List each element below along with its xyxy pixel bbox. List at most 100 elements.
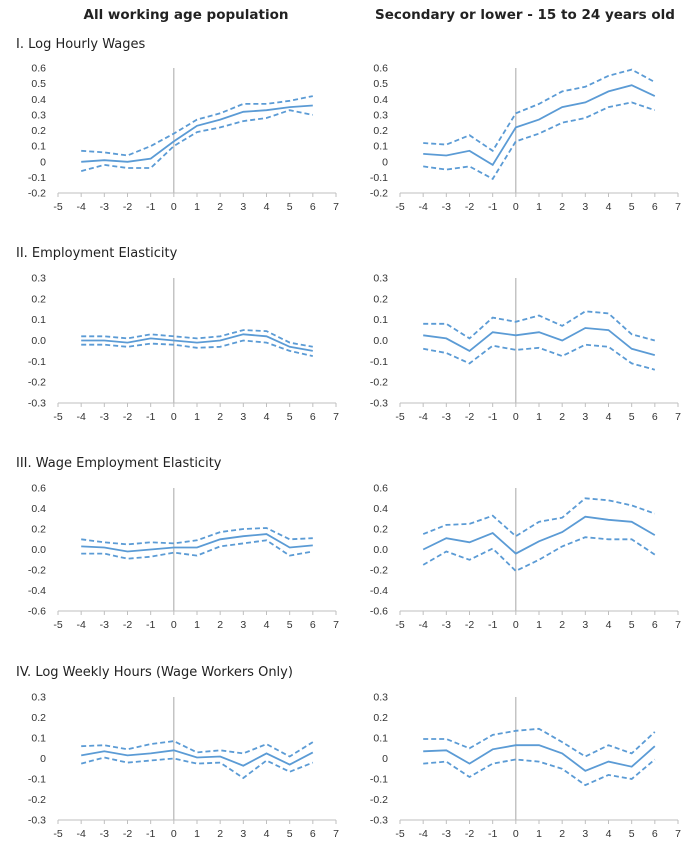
y-tick-label: 0 xyxy=(382,753,388,765)
x-tick-label: 7 xyxy=(333,411,339,423)
x-tick-label: 2 xyxy=(217,619,223,631)
y-tick-label: 0.5 xyxy=(373,78,388,90)
series-line-upper xyxy=(423,727,656,758)
x-tick-label: -4 xyxy=(76,619,85,631)
y-tick-label: 0.3 xyxy=(373,273,388,285)
y-tick-label: -0.3 xyxy=(370,815,388,827)
y-tick-label: 0.5 xyxy=(31,78,46,90)
x-tick-label: 6 xyxy=(652,411,658,423)
x-tick-label: 2 xyxy=(559,828,565,840)
series-line-lower xyxy=(423,101,656,181)
y-tick-label: 0.3 xyxy=(31,692,46,704)
y-tick-label: -0.4 xyxy=(370,585,388,597)
chart-panel-2-col-1: -0.3 -0.2 -0.1 0.0 0.1 0.2 0.3 -5 -4 -3 -2 -1 0 1 2 3 4 5… xyxy=(28,273,339,424)
x-tick-label: 3 xyxy=(582,411,588,423)
y-tick-label: 0.2 xyxy=(373,125,388,137)
x-tick-label: -2 xyxy=(465,201,474,213)
x-tick-label: 7 xyxy=(675,411,681,423)
x-tick-label: -2 xyxy=(465,411,474,423)
x-tick-label: -1 xyxy=(488,619,497,631)
y-tick-label: -0.2 xyxy=(28,565,46,577)
x-tick-label: -5 xyxy=(53,828,62,840)
x-tick-label: 4 xyxy=(264,201,270,213)
series-line-estimate xyxy=(81,533,313,553)
y-tick-label: 0.3 xyxy=(373,692,388,704)
x-tick-label: -5 xyxy=(53,201,62,213)
chart-panel-4-col-2: -0.3 -0.2 -0.1 0 0.1 0.2 0.3 -5 -4 -3 -2 -1 0 1 2 3 4 5 6 7 xyxy=(370,692,681,841)
y-tick-label: -0.1 xyxy=(28,774,46,786)
x-tick-label: -5 xyxy=(395,828,404,840)
x-tick-label: -5 xyxy=(395,411,404,423)
x-tick-label: 3 xyxy=(240,828,246,840)
y-tick-label: 0.1 xyxy=(373,314,388,326)
y-tick-label: 0.6 xyxy=(31,483,46,495)
x-tick-label: -3 xyxy=(100,201,109,213)
series-line-lower xyxy=(81,339,313,357)
x-tick-label: 2 xyxy=(217,201,223,213)
x-tick-label: 5 xyxy=(629,619,635,631)
y-tick-label: 0.3 xyxy=(373,109,388,121)
x-tick-label: 5 xyxy=(629,828,635,840)
x-tick-label: 5 xyxy=(287,619,293,631)
y-tick-label: 0.0 xyxy=(373,544,388,556)
x-tick-label: -4 xyxy=(76,201,85,213)
chart-panel-1-col-1: -0.2 -0.1 0 0.1 0.2 0.3 0.4 0.5 0.6 -5 -4 -3 -2 -1 0 1 2… xyxy=(28,63,339,214)
x-tick-label: -3 xyxy=(100,828,109,840)
x-tick-label: -1 xyxy=(146,619,155,631)
x-tick-label: -2 xyxy=(123,828,132,840)
y-tick-label: 0.6 xyxy=(373,483,388,495)
x-tick-label: 4 xyxy=(606,411,612,423)
x-tick-label: -1 xyxy=(488,828,497,840)
x-tick-label: 7 xyxy=(675,619,681,631)
x-tick-label: 4 xyxy=(606,201,612,213)
chart-panel-4-col-1: -0.3 -0.2 -0.1 0 0.1 0.2 0.3 -5 -4 -3 -2 -1 0 1 2 3 4 5 6 7 xyxy=(28,692,339,841)
y-tick-label: 0 xyxy=(382,156,388,168)
x-tick-label: 4 xyxy=(264,619,270,631)
y-tick-label: 0.4 xyxy=(373,94,388,106)
x-tick-label: 5 xyxy=(287,201,293,213)
series-line-lower xyxy=(423,758,656,787)
series-line-estimate xyxy=(81,333,313,352)
y-tick-label: -0.1 xyxy=(370,774,388,786)
panel-title-1: I. Log Hourly Wages xyxy=(16,37,145,52)
x-tick-label: 0 xyxy=(171,619,177,631)
x-tick-label: -3 xyxy=(442,619,451,631)
x-tick-label: 2 xyxy=(217,828,223,840)
x-tick-label: 6 xyxy=(652,619,658,631)
y-tick-label: -0.2 xyxy=(28,377,46,389)
x-tick-label: -2 xyxy=(123,411,132,423)
x-tick-label: -2 xyxy=(465,828,474,840)
x-tick-label: 2 xyxy=(217,411,223,423)
series-line-lower xyxy=(423,343,656,371)
x-tick-label: 1 xyxy=(536,201,542,213)
x-tick-label: 1 xyxy=(536,828,542,840)
x-tick-label: -3 xyxy=(442,411,451,423)
x-tick-label: -4 xyxy=(76,828,85,840)
y-tick-label: -0.2 xyxy=(28,794,46,806)
x-tick-label: 0 xyxy=(171,201,177,213)
y-tick-label: 0.1 xyxy=(31,733,46,745)
y-tick-label: -0.6 xyxy=(370,606,388,618)
x-tick-label: -2 xyxy=(465,619,474,631)
series-line-lower xyxy=(422,536,656,573)
x-tick-label: 2 xyxy=(559,619,565,631)
y-tick-label: 0.1 xyxy=(373,141,388,153)
x-tick-label: 0 xyxy=(513,828,519,840)
y-tick-label: -0.3 xyxy=(28,815,46,827)
x-tick-label: -3 xyxy=(442,201,451,213)
x-tick-label: -5 xyxy=(395,201,404,213)
panel-title-4: IV. Log Weekly Hours (Wage Workers Only) xyxy=(16,665,293,680)
x-tick-label: 1 xyxy=(194,201,200,213)
x-tick-label: 4 xyxy=(264,828,270,840)
x-tick-label: 7 xyxy=(675,828,681,840)
y-tick-label: 0.3 xyxy=(31,273,46,285)
x-tick-label: -1 xyxy=(488,411,497,423)
x-tick-label: 7 xyxy=(333,201,339,213)
y-tick-label: -0.3 xyxy=(28,398,46,410)
x-tick-label: 1 xyxy=(194,619,200,631)
x-tick-label: 2 xyxy=(559,201,565,213)
x-tick-label: -2 xyxy=(123,619,132,631)
x-tick-label: 1 xyxy=(194,411,200,423)
x-tick-label: -1 xyxy=(488,201,497,213)
